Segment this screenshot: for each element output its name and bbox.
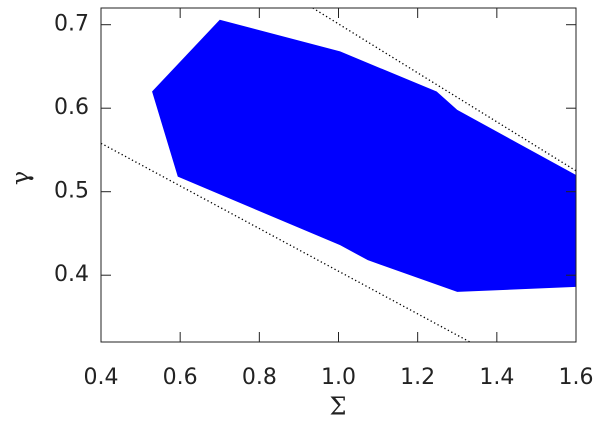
x-tick-label: 0.8 — [242, 365, 277, 390]
y-tick-label: 0.7 — [54, 12, 89, 37]
x-axis-label: Σ — [330, 393, 347, 421]
region — [152, 19, 576, 292]
x-tick-label: 1.4 — [479, 365, 514, 390]
y-tick-label: 0.5 — [54, 179, 89, 204]
x-tick-label: 1.6 — [559, 365, 594, 390]
x-tick-label: 1.0 — [321, 365, 356, 390]
x-tick-label: 0.4 — [84, 365, 119, 390]
y-axis-label: γ — [7, 171, 35, 185]
y-tick-label: 0.4 — [54, 262, 89, 287]
x-tick-label: 1.2 — [400, 365, 435, 390]
dotted-line — [312, 8, 576, 172]
y-tick-label: 0.6 — [54, 95, 89, 120]
x-tick-label: 0.6 — [163, 365, 198, 390]
